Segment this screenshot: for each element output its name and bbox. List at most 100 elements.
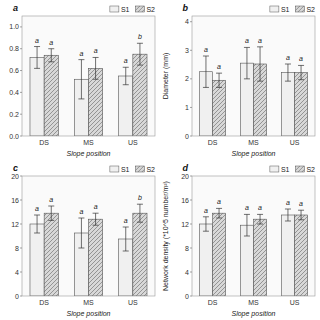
error-bar	[34, 215, 40, 233]
y-tick-label: 1.0	[9, 23, 19, 30]
x-tick-label: MS	[83, 299, 94, 306]
significance-letter: a	[204, 46, 208, 53]
plot-area	[192, 176, 315, 296]
error-bar	[34, 47, 40, 69]
plot-area	[192, 16, 315, 136]
legend-swatch	[110, 166, 119, 172]
bar	[89, 219, 103, 296]
significance-letter: a	[245, 37, 249, 44]
significance-letter: a	[49, 196, 53, 203]
y-tick	[20, 48, 22, 49]
panel-label: d	[183, 163, 189, 173]
panel-label: b	[183, 3, 189, 13]
significance-letter: a	[49, 39, 53, 46]
significance-letter: a	[258, 37, 262, 44]
y-tick	[20, 296, 22, 297]
bar	[30, 57, 44, 136]
y-tick	[20, 26, 22, 27]
y-tick-label: 0	[15, 293, 19, 300]
y-tick	[20, 224, 22, 225]
marks	[199, 208, 307, 296]
significance-letter: a	[79, 50, 83, 57]
error-bar	[93, 57, 99, 79]
y-tick	[190, 176, 192, 177]
x-tick-label: US	[128, 139, 138, 146]
marks	[199, 47, 307, 136]
y-tick-label: 0	[185, 133, 189, 140]
significance-letter: a	[94, 47, 98, 54]
error-bar	[216, 208, 222, 218]
y-tick-label: 2	[185, 75, 189, 82]
legend: S1S2	[110, 6, 155, 13]
legend: S1 S2	[270, 166, 315, 173]
y-tick	[190, 200, 192, 201]
x-tick-label: DS	[208, 139, 218, 146]
significance-letter: a	[35, 205, 39, 212]
plot-area	[22, 176, 155, 296]
panel-label: c	[13, 163, 18, 173]
bar	[281, 215, 294, 296]
y-tick	[190, 224, 192, 225]
significance-letter: a	[286, 199, 290, 206]
x-tick-label: DS	[208, 299, 218, 306]
error-bar	[123, 227, 129, 251]
x-axis-label: Slope position	[67, 310, 111, 318]
bar	[44, 213, 58, 296]
y-tick-label: 16	[11, 197, 19, 204]
y-tick-label: 0	[185, 293, 189, 300]
y-tick-label: 8	[15, 245, 19, 252]
x-tick-label: DS	[39, 299, 49, 306]
plot-frame	[22, 176, 155, 296]
significance-letter: b	[138, 33, 142, 40]
panel: aaaaab0.00.20.40.60.81.0DSMSUSSlope posi…	[9, 3, 155, 158]
y-tick	[20, 200, 22, 201]
error-bar	[93, 213, 99, 225]
error-bar	[48, 206, 54, 220]
y-tick-label: 8	[185, 245, 189, 252]
error-bar	[203, 56, 209, 87]
bar	[199, 224, 212, 296]
error-bar	[137, 204, 143, 222]
y-tick	[20, 136, 22, 137]
error-bar	[78, 218, 84, 248]
legend-swatch	[135, 6, 144, 12]
y-tick-label: 12	[181, 221, 189, 228]
y-axis-label: Network density (*10^5 number/m²)	[162, 181, 170, 291]
legend-swatch	[295, 6, 304, 12]
panel-label: a	[13, 3, 18, 13]
bar	[295, 215, 308, 296]
legend-swatch	[295, 166, 304, 172]
panel: aaaaaa01234DSMSUSSlope positionDiameter …	[162, 3, 315, 158]
bar	[213, 80, 226, 136]
error-bar	[298, 210, 304, 220]
error-bar	[257, 47, 263, 81]
significance-letter: a	[217, 198, 221, 205]
y-tick	[190, 136, 192, 137]
y-tick-label: 20	[181, 173, 189, 180]
legend-label: S1	[281, 6, 290, 13]
plot-frame	[192, 16, 315, 136]
y-tick	[190, 296, 192, 297]
legend-label: S2	[306, 6, 315, 13]
x-axis-label: Slope position	[232, 310, 276, 318]
y-tick-label: 4	[185, 18, 189, 25]
error-bar	[78, 60, 84, 99]
significance-letter: a	[94, 203, 98, 210]
legend-label: S2	[306, 166, 315, 173]
significance-letter: a	[204, 207, 208, 214]
x-tick-label: US	[290, 139, 300, 146]
legend-label: S1	[121, 166, 130, 173]
y-tick	[190, 50, 192, 51]
significance-letter: a	[217, 63, 221, 70]
legend-label: S2	[146, 166, 155, 173]
y-tick	[20, 248, 22, 249]
significance-letter: a	[124, 57, 128, 64]
plot-frame	[192, 176, 315, 296]
legend-label: S1	[121, 6, 130, 13]
plot-frame	[22, 16, 155, 136]
significance-letter: a	[286, 54, 290, 61]
annotations: aaaaaa	[204, 37, 303, 70]
legend-label: S1	[281, 166, 290, 173]
significance-letter: a	[258, 204, 262, 211]
panel: aaaaab048121620DSMSUSSlope positioncS1S2	[11, 163, 155, 318]
